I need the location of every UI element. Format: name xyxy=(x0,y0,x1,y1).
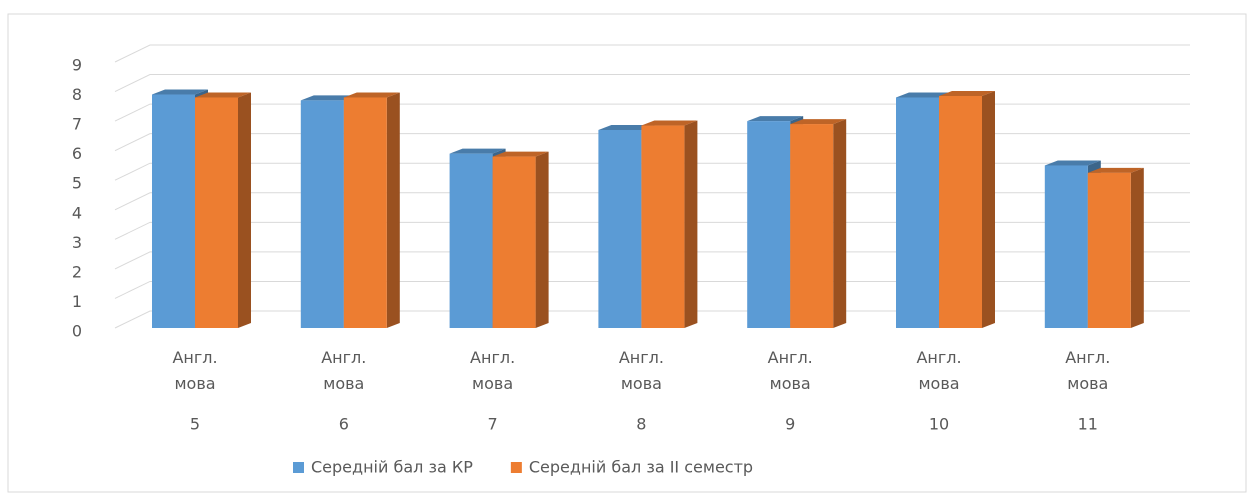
y-tick-label: 4 xyxy=(72,203,82,222)
x-tick-label: 5 xyxy=(190,415,200,434)
legend-swatch xyxy=(510,462,522,473)
bar-side xyxy=(982,90,995,328)
bar-top xyxy=(492,151,549,157)
grid-line xyxy=(114,44,1190,63)
x-category-label: Англ. мова xyxy=(470,348,515,393)
x-category-label: Англ. мова xyxy=(619,348,664,393)
bar-top xyxy=(939,90,995,96)
bar-front xyxy=(641,125,685,329)
y-tick-label: 2 xyxy=(72,262,82,281)
x-category-label: Англ. мова xyxy=(1065,348,1110,393)
bar-front xyxy=(449,153,493,328)
bar-side xyxy=(386,92,400,328)
bar-top xyxy=(641,120,698,126)
y-tick-label: 3 xyxy=(72,233,82,252)
bar-front xyxy=(896,97,939,328)
legend-swatch xyxy=(293,462,304,473)
bar-front xyxy=(152,94,195,328)
y-tick-label: 0 xyxy=(72,322,82,341)
y-tick-label: 8 xyxy=(72,85,82,104)
bar xyxy=(343,92,400,328)
bar-front xyxy=(195,97,238,328)
bar xyxy=(1087,167,1144,328)
bar-top xyxy=(1087,167,1144,173)
x-tick-label: 8 xyxy=(636,415,646,434)
y-tick-label: 1 xyxy=(72,292,82,311)
grid-line xyxy=(114,103,1190,122)
x-tick-label: 7 xyxy=(488,415,498,434)
bar-top xyxy=(896,92,952,98)
bar-side xyxy=(833,119,847,328)
bar-front xyxy=(492,156,536,328)
bar-top xyxy=(195,92,251,98)
bar-front xyxy=(939,95,982,328)
bar xyxy=(790,119,847,328)
bar-top xyxy=(152,89,208,95)
bar-top xyxy=(343,92,400,98)
x-category-label: Англ. мова xyxy=(172,348,217,393)
y-tick-label: 5 xyxy=(72,174,82,193)
bar-side xyxy=(1130,167,1144,328)
x-tick-label: 11 xyxy=(1078,415,1098,434)
bar-side xyxy=(684,120,698,329)
bar-front xyxy=(790,124,834,328)
bar-top xyxy=(1044,160,1101,166)
x-category-label: Англ. мова xyxy=(768,348,813,393)
bar xyxy=(492,151,549,328)
x-tick-label: 10 xyxy=(929,415,949,434)
bar xyxy=(641,120,698,329)
grid-line xyxy=(114,74,1190,93)
x-category-label: Англ. мова xyxy=(321,348,366,393)
bar-top xyxy=(790,119,847,125)
bar xyxy=(939,90,995,328)
bar-top xyxy=(598,124,655,130)
bar-front xyxy=(1087,172,1131,328)
bar-top xyxy=(449,148,506,154)
bar xyxy=(195,92,251,328)
bar-front xyxy=(1044,165,1088,328)
bar-front xyxy=(343,97,387,328)
y-tick-label: 6 xyxy=(72,144,82,163)
bar-front xyxy=(300,100,344,328)
y-tick-label: 7 xyxy=(72,115,82,134)
legend-label: Середній бал за КР xyxy=(311,458,473,477)
bar-front xyxy=(747,121,791,328)
x-category-label: Англ. мова xyxy=(916,348,961,393)
x-tick-label: 6 xyxy=(339,415,349,434)
bar-side xyxy=(535,151,549,328)
legend-label: Середній бал за II семестр xyxy=(529,458,753,477)
bar-side xyxy=(238,92,251,328)
y-tick-label: 9 xyxy=(72,56,82,75)
x-tick-label: 9 xyxy=(785,415,795,434)
bar-top xyxy=(300,95,357,101)
bar-top xyxy=(747,116,804,122)
bar-front xyxy=(598,129,642,328)
